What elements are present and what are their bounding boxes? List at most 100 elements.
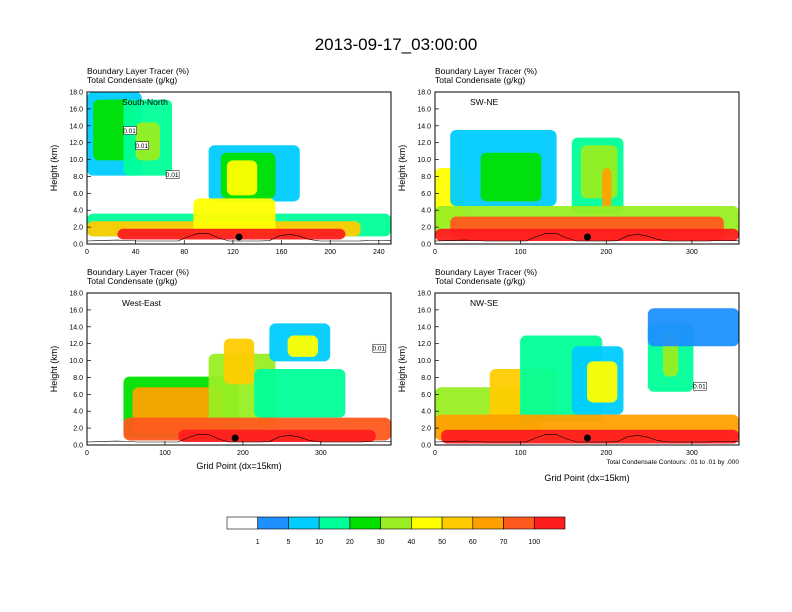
colorbar-label: 60: [469, 539, 477, 546]
colorbar-label: 100: [528, 539, 540, 546]
surface-marker: [583, 233, 591, 241]
x-tick-label: 160: [276, 249, 288, 256]
contour-label-box: [693, 381, 707, 391]
panel-name: South-North: [122, 97, 168, 107]
colorbar-swatch: [318, 516, 351, 530]
x-tick-label: 80: [180, 249, 188, 256]
colorbar-swatch: [349, 516, 381, 530]
contour-label: 0.01: [123, 128, 136, 135]
panel-2: Boundary Layer Tracer (%)Total Condensat…: [397, 66, 740, 256]
y-tick-label: 10.0: [417, 157, 431, 164]
panel-frame: [86, 292, 392, 446]
x-tick-label: 0: [85, 249, 89, 256]
x-tick-label: 100: [515, 450, 527, 457]
y-tick-label: 14.0: [417, 123, 431, 130]
colorbar-swatch: [533, 516, 566, 530]
y-tick-label: 12.0: [69, 140, 83, 147]
y-tick-label: 12.0: [417, 341, 431, 348]
colorbar-label: 10: [315, 539, 323, 546]
y-tick-label: 18.0: [417, 90, 431, 97]
y-tick-label: 0.0: [73, 242, 83, 249]
y-tick-label: 16.0: [69, 307, 83, 314]
x-tick-label: 300: [315, 450, 327, 457]
contour-note: Total Condensate Contours: .01 to .01 by…: [606, 459, 739, 466]
contour-label: 0.01: [693, 384, 706, 391]
x-tick-label: 200: [600, 249, 612, 256]
field-patch: [226, 160, 258, 196]
x-tick-label: 200: [237, 450, 249, 457]
colorbar-swatch: [380, 516, 412, 530]
panel-header-tracer: Boundary Layer Tracer (%): [87, 66, 189, 76]
colorbar-label: 70: [500, 539, 508, 546]
colorbar-label: 5: [287, 539, 291, 546]
x-tick-label: 100: [515, 249, 527, 256]
colorbar-swatch: [257, 516, 289, 530]
colorbar-label: 1: [256, 539, 260, 546]
y-tick-label: 18.0: [417, 291, 431, 298]
y-tick-label: 10.0: [69, 157, 83, 164]
y-tick-label: 4.0: [421, 409, 431, 416]
y-tick-label: 16.0: [69, 106, 83, 113]
field-patch: [580, 145, 618, 199]
y-tick-label: 16.0: [417, 106, 431, 113]
panel-name: West-East: [122, 298, 162, 308]
panel-name: NW-SE: [470, 298, 499, 308]
colorbar-swatch: [288, 516, 320, 530]
y-tick-label: 8.0: [421, 375, 431, 382]
y-tick-label: 2.0: [73, 426, 83, 433]
field-patch: [223, 338, 255, 385]
contour-label: 0.01: [135, 143, 148, 150]
panel-header-tracer: Boundary Layer Tracer (%): [435, 66, 537, 76]
y-tick-label: 0.0: [73, 443, 83, 450]
y-tick-label: 4.0: [73, 409, 83, 416]
surface-marker: [231, 434, 239, 442]
panel-header-condensate: Total Condensate (g/kg): [435, 276, 525, 286]
y-tick-label: 10.0: [417, 358, 431, 365]
x-tick-label: 40: [132, 249, 140, 256]
x-tick-label: 120: [227, 249, 239, 256]
y-tick-label: 2.0: [421, 426, 431, 433]
panel-header-condensate: Total Condensate (g/kg): [435, 75, 525, 85]
y-tick-label: 4.0: [421, 208, 431, 215]
y-tick-label: 8.0: [421, 174, 431, 181]
colorbar-swatch: [503, 516, 535, 530]
panel-4: Boundary Layer Tracer (%)Total Condensat…: [397, 267, 740, 483]
panel-field: [87, 92, 391, 242]
panel-frame: [86, 91, 392, 245]
colorbar-label: 20: [346, 539, 354, 546]
y-axis-label: Height (km): [397, 346, 407, 393]
y-tick-label: 10.0: [69, 358, 83, 365]
x-tick-label: 0: [433, 450, 437, 457]
y-tick-label: 14.0: [69, 324, 83, 331]
y-tick-label: 6.0: [73, 191, 83, 198]
contour-label: 0.01: [373, 346, 386, 353]
terrain-line: [87, 232, 391, 242]
panel-field: [435, 308, 739, 444]
contour-label-box: [135, 141, 149, 150]
y-axis-label: Height (km): [49, 346, 59, 393]
colorbar-swatch: [411, 516, 443, 530]
colorbar-label: 30: [377, 539, 385, 546]
terrain-line: [87, 433, 391, 443]
colorbar-label: 50: [438, 539, 446, 546]
x-tick-label: 100: [159, 450, 171, 457]
x-tick-label: 240: [373, 249, 385, 256]
panel-3: Boundary Layer Tracer (%)Total Condensat…: [49, 267, 392, 471]
panel-header-tracer: Boundary Layer Tracer (%): [435, 267, 537, 277]
y-tick-label: 6.0: [73, 392, 83, 399]
surface-marker: [583, 434, 591, 442]
colorbar-label: 40: [407, 539, 415, 546]
field-patch: [178, 429, 376, 442]
x-tick-label: 200: [600, 450, 612, 457]
field-patch: [602, 168, 612, 211]
surface-marker: [235, 233, 243, 241]
contour-label-box: [372, 343, 387, 353]
field-patch: [193, 198, 276, 237]
colorbar-swatch: [472, 516, 504, 530]
x-tick-label: 200: [324, 249, 336, 256]
colorbar: 1 5 10 20 30 40 50 60 70 100: [226, 516, 566, 546]
panel-1: Boundary Layer Tracer (%)Total Condensat…: [49, 66, 392, 256]
y-tick-label: 8.0: [73, 174, 83, 181]
x-tick-label: 300: [686, 249, 698, 256]
x-axis-label: Grid Point (dx=15km): [196, 461, 281, 471]
